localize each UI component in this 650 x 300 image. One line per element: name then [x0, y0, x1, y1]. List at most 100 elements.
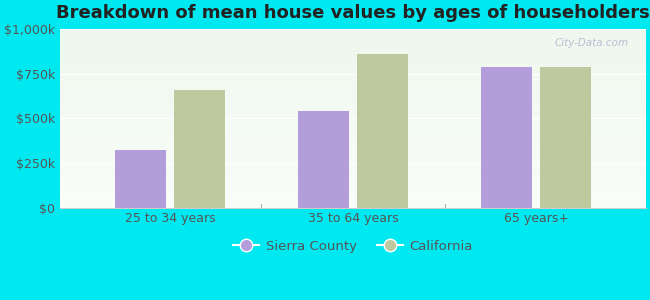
Bar: [60, 77, 646, 79]
Bar: [60, 86, 646, 88]
Bar: [60, 93, 646, 95]
Bar: [60, 61, 646, 63]
Bar: [60, 125, 646, 127]
Legend: Sierra County, California: Sierra County, California: [227, 234, 478, 258]
Bar: [60, 104, 646, 106]
Bar: [60, 190, 646, 191]
Bar: [60, 184, 646, 186]
Bar: [60, 36, 646, 38]
Bar: [60, 145, 646, 147]
Bar: [60, 124, 646, 125]
Bar: [60, 158, 646, 159]
Bar: [60, 193, 646, 195]
Bar: [60, 165, 646, 167]
Bar: [60, 74, 646, 76]
Bar: [60, 31, 646, 33]
Bar: [60, 161, 646, 163]
Bar: [60, 29, 646, 31]
Bar: [60, 127, 646, 129]
Bar: [60, 167, 646, 168]
Bar: [60, 154, 646, 156]
Bar: [60, 195, 646, 197]
Bar: [60, 52, 646, 54]
Bar: [60, 170, 646, 172]
Bar: [60, 63, 646, 65]
Bar: [60, 65, 646, 67]
Bar: [60, 199, 646, 200]
Bar: [60, 156, 646, 158]
Bar: [60, 131, 646, 133]
Bar: [60, 70, 646, 72]
Bar: [60, 147, 646, 149]
Bar: [60, 51, 646, 52]
Bar: [60, 68, 646, 70]
Bar: [60, 183, 646, 184]
Bar: [60, 76, 646, 77]
Bar: [60, 79, 646, 81]
Bar: [60, 118, 646, 120]
Bar: [60, 120, 646, 122]
Bar: [115, 151, 166, 208]
Bar: [60, 110, 646, 111]
Bar: [60, 100, 646, 102]
Bar: [174, 90, 225, 208]
Bar: [60, 168, 646, 170]
Bar: [60, 204, 646, 206]
Bar: [60, 92, 646, 93]
Bar: [60, 90, 646, 92]
Bar: [60, 102, 646, 104]
Bar: [60, 206, 646, 208]
Bar: [60, 108, 646, 109]
Bar: [60, 60, 646, 61]
Bar: [60, 47, 646, 49]
Bar: [60, 133, 646, 134]
Bar: [60, 49, 646, 51]
Bar: [540, 67, 591, 208]
Bar: [60, 115, 646, 117]
Bar: [60, 38, 646, 40]
Bar: [60, 111, 646, 113]
Bar: [60, 188, 646, 190]
Bar: [60, 129, 646, 131]
Bar: [60, 143, 646, 145]
Bar: [60, 176, 646, 177]
Bar: [60, 181, 646, 183]
Bar: [60, 122, 646, 124]
Bar: [60, 149, 646, 151]
Bar: [60, 72, 646, 74]
Bar: [60, 186, 646, 188]
Bar: [60, 136, 646, 138]
Bar: [60, 191, 646, 193]
Bar: [60, 83, 646, 85]
Bar: [60, 54, 646, 56]
Bar: [60, 200, 646, 202]
Bar: [60, 45, 646, 47]
Bar: [60, 106, 646, 108]
Bar: [60, 179, 646, 181]
Bar: [60, 99, 646, 100]
Bar: [60, 142, 646, 143]
Bar: [481, 67, 532, 208]
Bar: [60, 174, 646, 176]
Bar: [60, 81, 646, 83]
Bar: [60, 138, 646, 140]
Bar: [60, 117, 646, 118]
Bar: [60, 172, 646, 174]
Bar: [60, 159, 646, 161]
Bar: [60, 113, 646, 115]
Bar: [60, 58, 646, 60]
Text: City-Data.com: City-Data.com: [554, 38, 629, 48]
Bar: [60, 202, 646, 204]
Bar: [60, 44, 646, 45]
Bar: [60, 34, 646, 36]
Bar: [60, 88, 646, 90]
Bar: [60, 67, 646, 68]
Bar: [60, 85, 646, 86]
Bar: [298, 111, 349, 208]
Bar: [60, 151, 646, 152]
Bar: [357, 54, 408, 208]
Bar: [60, 97, 646, 99]
Bar: [60, 197, 646, 199]
Bar: [60, 33, 646, 35]
Bar: [60, 42, 646, 43]
